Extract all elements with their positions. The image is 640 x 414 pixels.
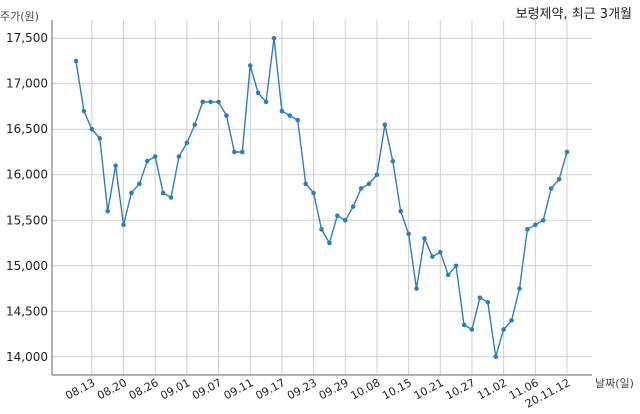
data-point (200, 99, 206, 105)
data-point (232, 149, 237, 155)
data-point (247, 63, 253, 68)
x-tick-label: 11.02 (475, 376, 509, 402)
data-point (184, 140, 190, 146)
data-point (398, 208, 403, 214)
data-point (168, 195, 174, 200)
x-tick-label: 10.21 (412, 376, 446, 402)
grid-lines (52, 20, 592, 375)
data-point (327, 240, 332, 246)
data-point (319, 227, 324, 232)
y-tick-label: 17,500 (6, 31, 48, 45)
data-point (533, 222, 538, 228)
series-line (75, 38, 568, 357)
x-tick-label: 08.20 (95, 376, 129, 402)
x-tick-label: 08.26 (127, 376, 161, 402)
y-tick-label: 17,000 (6, 77, 48, 91)
y-tick-label: 14,500 (6, 304, 48, 318)
data-point (350, 204, 356, 209)
x-tick-labels: 08.1308.2008.2609.0109.0709.1109.1709.23… (63, 376, 572, 410)
data-point (493, 354, 499, 360)
x-tick-label: 09.29 (317, 376, 351, 402)
x-axis-title: 날짜(일) (595, 376, 634, 390)
data-point (311, 190, 316, 196)
data-point (358, 186, 364, 191)
x-tick-label: 09.11 (222, 376, 256, 402)
x-tick-label: 09.17 (253, 376, 287, 402)
x-tick-label: 09.23 (285, 376, 319, 402)
y-tick-label: 14,000 (6, 350, 48, 364)
data-point (430, 254, 435, 259)
data-point (414, 286, 419, 291)
data-point (89, 126, 95, 132)
data-point (224, 113, 229, 118)
y-tick-label: 16,000 (6, 168, 48, 182)
data-point (279, 108, 285, 114)
data-point (453, 263, 459, 269)
y-axis-title: 주가(원) (0, 10, 39, 23)
x-tick-label: 10.15 (380, 376, 414, 402)
data-point (271, 35, 277, 41)
data-point (263, 99, 269, 105)
data-point (255, 90, 261, 96)
data-point (548, 186, 554, 191)
y-tick-label: 15,500 (6, 213, 48, 227)
data-point (81, 108, 87, 114)
data-point (525, 227, 530, 232)
data-point (485, 299, 491, 305)
data-point (303, 181, 308, 187)
data-point (540, 217, 546, 223)
data-point (564, 149, 570, 155)
data-point (382, 122, 388, 127)
data-point (509, 318, 514, 323)
chart-title: 보령제약, 최근 3개월 (516, 7, 632, 22)
data-point (390, 158, 396, 164)
axes (51, 20, 592, 376)
data-point (469, 327, 475, 332)
x-tick-label: 10.08 (348, 376, 382, 402)
data-point (406, 231, 411, 237)
data-point (216, 99, 221, 105)
data-point (287, 113, 293, 118)
data-point (73, 58, 79, 64)
data-point (342, 217, 348, 223)
x-tick-label: 09.01 (158, 376, 192, 402)
x-tick-label: 08.13 (63, 376, 97, 402)
data-point (477, 295, 483, 300)
data-point (144, 158, 150, 164)
y-tick-label: 15,000 (6, 259, 48, 273)
data-point (501, 327, 506, 332)
y-tick-label: 16,500 (6, 122, 48, 136)
data-point (366, 181, 372, 187)
data-point (445, 272, 451, 278)
x-tick-label: 10.27 (443, 376, 477, 402)
data-point (160, 190, 166, 196)
data-point (240, 149, 245, 155)
data-point (121, 222, 126, 228)
data-point (374, 172, 380, 178)
data-point (335, 213, 340, 219)
data-point (129, 190, 134, 196)
data-point (113, 163, 118, 168)
y-tick-labels: 14,000 14,500 15,000 15,500 16,000 16,500 17,0… (6, 31, 48, 364)
data-point (105, 208, 110, 214)
data-point (152, 154, 158, 159)
x-tick-label: 09.07 (190, 376, 224, 402)
data-point (208, 99, 213, 105)
data-point (97, 136, 103, 141)
data-point (137, 181, 142, 187)
data-point (192, 122, 198, 127)
data-point (295, 117, 301, 123)
data-point (517, 286, 522, 291)
data-point (437, 249, 443, 255)
data-point (176, 154, 182, 159)
data-point (461, 322, 467, 328)
data-point (556, 176, 562, 182)
price-series (73, 35, 570, 360)
data-point (422, 236, 427, 241)
